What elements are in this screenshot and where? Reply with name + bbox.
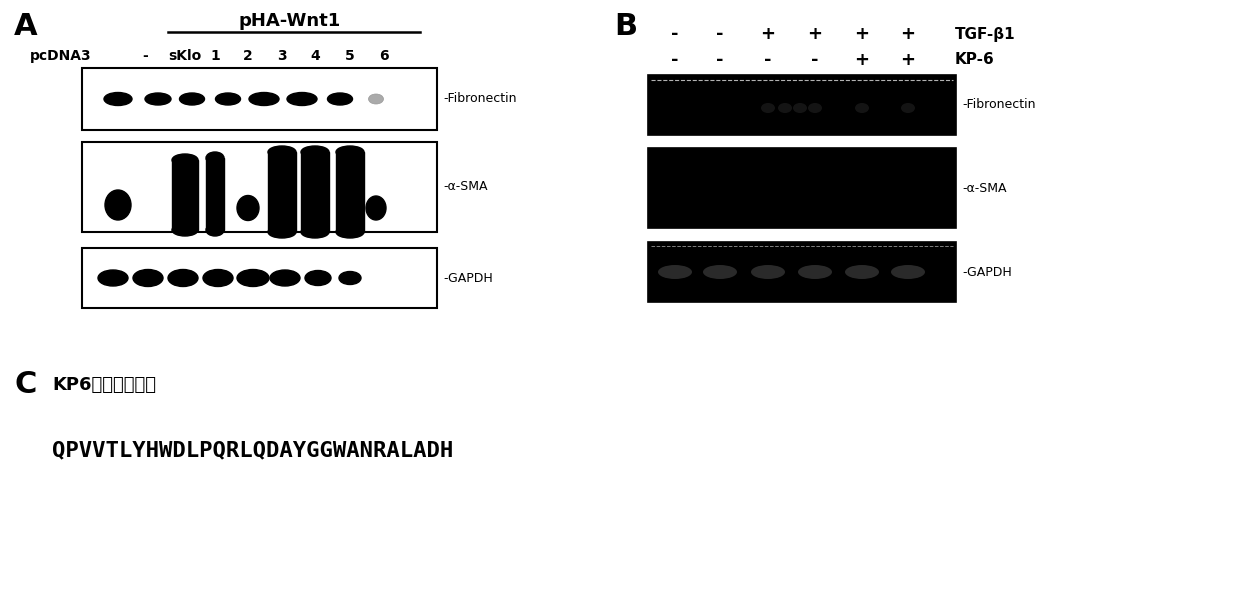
Text: KP6氨基酸序列号: KP6氨基酸序列号	[52, 376, 156, 394]
Text: pcDNA3: pcDNA3	[30, 49, 92, 63]
Text: TGF-β1: TGF-β1	[955, 26, 1016, 41]
Text: +: +	[854, 25, 869, 43]
Text: 1: 1	[210, 49, 219, 63]
Bar	[82, 142, 436, 232]
Ellipse shape	[339, 271, 361, 285]
Ellipse shape	[777, 103, 792, 113]
Bar	[268, 152, 296, 232]
Ellipse shape	[268, 146, 296, 158]
Ellipse shape	[892, 265, 925, 279]
Ellipse shape	[336, 146, 365, 158]
Ellipse shape	[206, 152, 224, 164]
Ellipse shape	[844, 265, 879, 279]
Text: -: -	[671, 25, 678, 43]
Text: B: B	[614, 12, 637, 41]
Ellipse shape	[145, 93, 171, 105]
Ellipse shape	[368, 94, 383, 104]
Ellipse shape	[216, 93, 241, 105]
Text: A: A	[14, 12, 37, 41]
Ellipse shape	[268, 226, 296, 238]
Ellipse shape	[751, 265, 785, 279]
Bar	[649, 75, 956, 135]
Ellipse shape	[104, 93, 131, 105]
Ellipse shape	[794, 103, 807, 113]
Text: +: +	[900, 25, 915, 43]
Text: -: -	[671, 51, 678, 69]
Text: 3: 3	[278, 49, 286, 63]
Ellipse shape	[286, 93, 317, 105]
Ellipse shape	[901, 103, 915, 113]
Ellipse shape	[808, 103, 822, 113]
Text: -: -	[811, 51, 818, 69]
Text: -GAPDH: -GAPDH	[962, 266, 1012, 279]
Ellipse shape	[98, 270, 128, 286]
Text: +: +	[900, 51, 915, 69]
Ellipse shape	[366, 196, 386, 220]
Ellipse shape	[133, 270, 162, 286]
Text: -α-SMA: -α-SMA	[962, 182, 1007, 194]
Ellipse shape	[203, 270, 233, 286]
Bar	[649, 148, 956, 228]
Ellipse shape	[167, 270, 198, 286]
Ellipse shape	[237, 270, 269, 286]
Ellipse shape	[305, 270, 331, 285]
Ellipse shape	[301, 146, 329, 158]
Ellipse shape	[327, 93, 352, 105]
Text: 4: 4	[310, 49, 320, 63]
Text: pHA-Wnt1: pHA-Wnt1	[239, 12, 341, 30]
Ellipse shape	[172, 224, 198, 236]
Bar	[301, 152, 329, 232]
Text: -: -	[717, 51, 724, 69]
Text: -Fibronectin: -Fibronectin	[443, 93, 517, 105]
Text: 6: 6	[379, 49, 389, 63]
Text: -: -	[143, 49, 148, 63]
Text: +: +	[854, 51, 869, 69]
Bar	[649, 242, 956, 302]
Text: 5: 5	[345, 49, 355, 63]
Text: QPVVTLYHWDLPQRLQDAYGGWANRALADH: QPVVTLYHWDLPQRLQDAYGGWANRALADH	[52, 440, 454, 460]
Ellipse shape	[249, 93, 279, 105]
Text: -α-SMA: -α-SMA	[443, 181, 487, 194]
Bar	[172, 160, 198, 230]
Text: 2: 2	[243, 49, 253, 63]
Bar	[82, 68, 436, 130]
Text: -: -	[717, 25, 724, 43]
Ellipse shape	[206, 224, 224, 236]
Ellipse shape	[336, 226, 365, 238]
Ellipse shape	[703, 265, 737, 279]
Text: +: +	[760, 25, 775, 43]
Bar	[82, 248, 436, 308]
Text: -Fibronectin: -Fibronectin	[962, 99, 1035, 111]
Ellipse shape	[237, 196, 259, 221]
Ellipse shape	[270, 270, 300, 286]
Ellipse shape	[658, 265, 692, 279]
Ellipse shape	[301, 226, 329, 238]
Text: KP-6: KP-6	[955, 53, 994, 68]
Ellipse shape	[105, 190, 131, 220]
Ellipse shape	[799, 265, 832, 279]
Ellipse shape	[856, 103, 869, 113]
Bar	[206, 158, 224, 230]
Text: sKlo: sKlo	[169, 49, 202, 63]
Ellipse shape	[172, 154, 198, 166]
Bar	[336, 152, 365, 232]
Ellipse shape	[180, 93, 205, 105]
Text: -GAPDH: -GAPDH	[443, 271, 492, 285]
Text: C: C	[14, 370, 36, 399]
Text: -: -	[764, 51, 771, 69]
Ellipse shape	[761, 103, 775, 113]
Text: +: +	[807, 25, 822, 43]
